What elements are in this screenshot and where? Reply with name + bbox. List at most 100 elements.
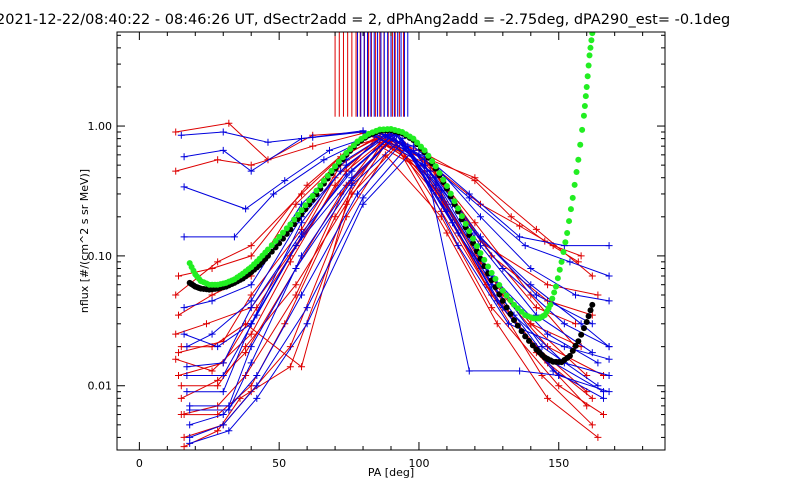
blue-series-line-22: [186, 131, 604, 393]
green-fit-point-85: [470, 235, 477, 242]
black-fit-point-116: [572, 342, 579, 349]
blue-series-23-marker-9: [599, 394, 607, 402]
black-fit-point-101: [529, 342, 536, 349]
green-fit-point-76: [436, 170, 443, 177]
blue-series-19-marker-1: [230, 233, 238, 241]
blue-series-19-marker-2: [270, 190, 278, 198]
blue-series-20-marker-1: [208, 297, 216, 305]
red-series-15-marker-0: [180, 411, 188, 419]
red-series-15-marker-8: [527, 320, 535, 328]
green-fit-point-82: [458, 213, 465, 220]
red-series-6-marker-0: [177, 394, 185, 402]
green-fit-point-78: [443, 183, 450, 190]
green-fit-point-121: [566, 218, 573, 225]
green-fit-point-49: [335, 158, 342, 165]
red-series-13-marker-8: [544, 281, 552, 289]
red-series-14-marker-7: [471, 174, 479, 182]
red-series-4: [175, 131, 591, 396]
green-fit-point-53: [350, 142, 357, 149]
x-tick-label-2: 100: [408, 457, 429, 470]
blue-series-19-marker-7: [527, 281, 535, 289]
blue-series-line-27: [189, 149, 610, 444]
green-fit-point-34: [279, 229, 286, 236]
green-fit-point-94: [503, 292, 510, 299]
red-series-2: [172, 133, 580, 351]
blue-series-16-marker-2: [264, 138, 272, 146]
blue-series-30-marker-1: [225, 406, 233, 414]
blue-series-20-marker-0: [180, 304, 188, 312]
blue-series-23-marker-1: [219, 388, 227, 396]
blue-series-25-marker-2: [253, 371, 261, 379]
black-fit-point-114: [566, 352, 573, 359]
blue-series-21-marker-0: [183, 343, 191, 351]
green-fit-point-51: [343, 150, 350, 157]
red-series-1-marker-6: [476, 200, 484, 208]
blue-series-17-marker-7: [521, 242, 529, 250]
blue-series-30-marker-2: [247, 359, 255, 367]
black-fit-point-117: [575, 338, 582, 345]
y-tick-label-2: 1.00: [88, 120, 113, 133]
red-series-14-marker-0: [177, 382, 185, 390]
blue-series-25-marker-1: [219, 411, 227, 419]
red-series-11-marker-3: [303, 181, 311, 189]
series-group: [172, 119, 613, 450]
black-fit-point-115: [569, 347, 576, 354]
blue-series-26-marker-0: [186, 433, 194, 441]
blue-series-26-marker-1: [219, 421, 227, 429]
blue-series-28-marker-3: [298, 219, 306, 227]
blue-series-28-marker-7: [465, 367, 473, 375]
green-fit-point-119: [562, 239, 569, 246]
green-fit-point-74: [429, 158, 436, 165]
blue-series-24-marker-9: [605, 388, 613, 396]
green-fit-point-125: [573, 168, 580, 175]
blue-series-line-20: [183, 134, 593, 354]
blue-series-line-26: [189, 145, 610, 438]
green-fit-point-33: [276, 233, 283, 240]
blue-series-30-marker-0: [186, 406, 194, 414]
green-fit-point-39: [298, 207, 305, 214]
y-axis-title: nflux [#/(cm^2 s sr MeV)]: [78, 169, 91, 313]
black-fit-point-120: [583, 318, 590, 325]
blue-series-29-marker-2: [253, 311, 261, 319]
green-fit-point-70: [414, 139, 421, 146]
blue-series-26: [186, 142, 613, 441]
red-series-1-marker-9: [577, 252, 585, 260]
blue-series-29-marker-1: [219, 371, 227, 379]
red-series-0-marker-1: [225, 119, 233, 127]
blue-series-18-marker-8: [572, 291, 580, 299]
blue-series-29-marker-7: [476, 233, 484, 241]
green-fit-point-50: [339, 154, 346, 161]
blue-series-29-marker-5: [387, 132, 395, 140]
green-fit-point-31: [268, 242, 275, 249]
green-fit-point-111: [547, 301, 554, 308]
green-fit-point-124: [571, 181, 578, 188]
blue-series-17-marker-8: [566, 258, 574, 266]
red-series-9-marker-7: [488, 304, 496, 312]
red-series-3-marker-0: [172, 330, 180, 338]
red-series-14-marker-3: [292, 281, 300, 289]
black-fit-point-98: [518, 328, 525, 335]
green-fit-point-81: [455, 205, 462, 212]
green-fit-point-36: [287, 221, 294, 228]
red-series-13-marker-0: [172, 355, 180, 363]
green-fit-curve: [186, 32, 596, 322]
green-fit-point-93: [499, 287, 506, 294]
blue-series-25: [186, 138, 613, 429]
blue-series-29-marker-3: [298, 233, 306, 241]
green-fit-point-41: [306, 197, 313, 204]
red-series-13-marker-9: [594, 291, 602, 299]
blue-series-22-marker-2: [247, 304, 255, 312]
red-series-0-marker-7: [507, 213, 515, 221]
red-series-2-marker-7: [471, 219, 479, 227]
blue-series-line-28: [183, 133, 559, 376]
blue-series-17-marker-0: [180, 153, 188, 161]
blue-series-27-marker-1: [225, 427, 233, 435]
red-series-3-marker-1: [202, 320, 210, 328]
green-fit-point-137: [588, 37, 595, 44]
red-series-1-marker-3: [309, 142, 317, 150]
red-series-13: [172, 136, 602, 375]
blue-series-29-marker-8: [532, 291, 540, 299]
x-tick-label-3: 150: [548, 457, 569, 470]
red-series-1-marker-1: [214, 156, 222, 164]
green-fit-point-79: [447, 190, 454, 197]
